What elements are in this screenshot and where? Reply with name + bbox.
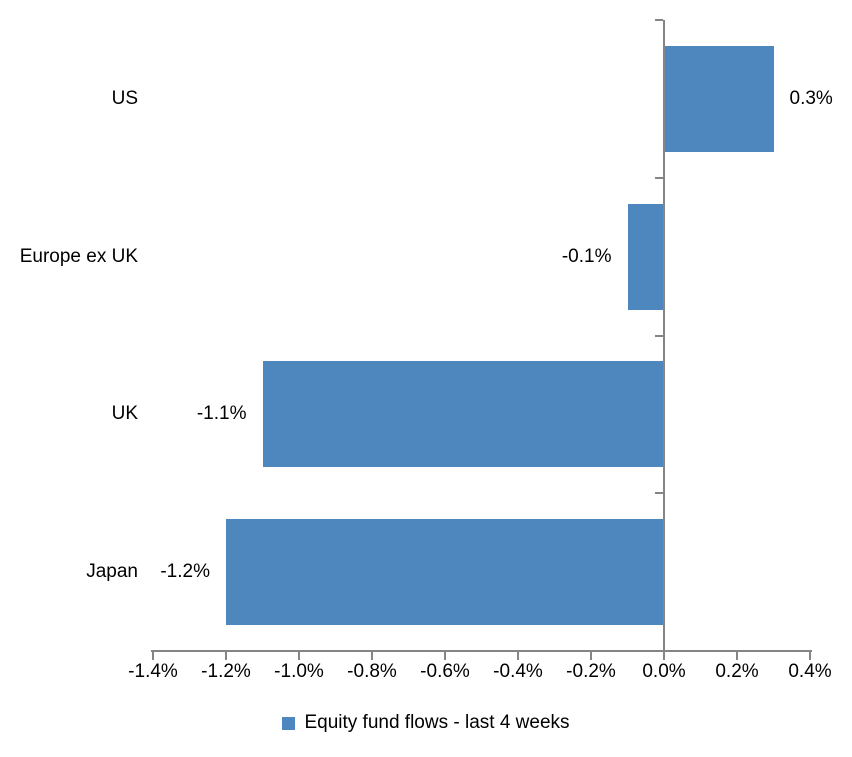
x-tick bbox=[152, 652, 154, 660]
x-tick bbox=[590, 652, 592, 660]
x-tick bbox=[517, 652, 519, 660]
x-tick-label: -1.2% bbox=[201, 661, 251, 682]
category-label: US bbox=[111, 87, 138, 109]
x-tick-label: -0.2% bbox=[566, 661, 616, 682]
x-tick bbox=[663, 652, 665, 660]
x-tick bbox=[371, 652, 373, 660]
data-label: -1.2% bbox=[160, 561, 210, 583]
data-label: -1.1% bbox=[196, 403, 247, 425]
legend-label: Equity fund flows - last 4 weeks bbox=[304, 712, 570, 733]
x-tick-label: -1.4% bbox=[128, 661, 178, 682]
legend-swatch-icon bbox=[282, 716, 296, 730]
category-label: Europe ex UK bbox=[19, 245, 138, 267]
bar-europe-ex-uk bbox=[627, 203, 664, 310]
category-label: UK bbox=[111, 403, 138, 425]
data-label: -0.1% bbox=[561, 245, 612, 267]
x-tick-label: -1.0% bbox=[274, 661, 324, 682]
data-label: 0.3% bbox=[789, 87, 833, 109]
x-tick-label: 0.0% bbox=[642, 661, 686, 682]
category-tick bbox=[655, 334, 663, 337]
x-tick bbox=[225, 652, 227, 660]
category-axis-line bbox=[663, 20, 665, 659]
bar-japan bbox=[226, 519, 664, 626]
x-tick-label: -0.4% bbox=[493, 661, 543, 682]
plot-area: US 0.3% Europe ex UK -0.1% UK -1.1% Japan -1.2%… bbox=[19, 19, 833, 682]
bar-us bbox=[664, 45, 774, 152]
category-tick bbox=[655, 19, 663, 21]
x-tick bbox=[298, 652, 300, 660]
category-tick bbox=[655, 492, 663, 495]
x-tick-label: -0.8% bbox=[347, 661, 397, 682]
bar-uk bbox=[262, 361, 664, 468]
x-tick bbox=[736, 652, 738, 660]
x-tick-label: -0.6% bbox=[420, 661, 470, 682]
category-tick bbox=[655, 176, 663, 179]
x-tick-label: 0.2% bbox=[715, 661, 759, 682]
x-tick bbox=[444, 652, 446, 660]
value-axis-line bbox=[151, 650, 812, 652]
x-tick-label: 0.4% bbox=[788, 661, 832, 682]
x-tick bbox=[809, 652, 811, 660]
category-label: Japan bbox=[86, 561, 138, 583]
legend: Equity fund flows - last 4 weeks bbox=[0, 712, 852, 734]
